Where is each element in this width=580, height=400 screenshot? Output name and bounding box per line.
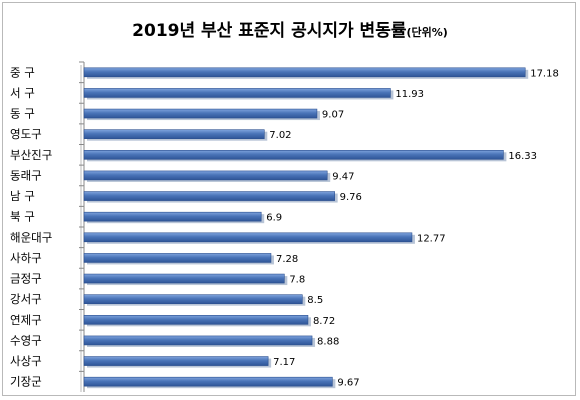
bar-series: 17.18 11.93 9.07 7.02 16.33 9.47 9.76 6.9 12.77 7… <box>83 67 559 389</box>
value-label: 9.76 <box>340 192 362 203</box>
category-label: 중 구 <box>10 65 35 79</box>
chart-title: 2019년 부산 표준지 공시지가 변동률(단위%) <box>0 16 580 41</box>
category-label: 기장군 <box>10 375 42 389</box>
category-label: 해운대구 <box>10 230 52 244</box>
value-label: 7.02 <box>269 130 291 141</box>
bar <box>83 376 333 387</box>
value-label: 6.9 <box>266 213 282 224</box>
value-label: 16.33 <box>508 151 537 162</box>
category-label: 사하구 <box>10 251 42 265</box>
bar <box>83 129 265 139</box>
bar <box>83 273 285 284</box>
category-label: 부산진구 <box>10 148 52 162</box>
category-label: 북 구 <box>10 210 35 224</box>
category-label: 동래구 <box>10 168 42 182</box>
value-label: 7.28 <box>276 254 298 265</box>
bar <box>83 253 272 263</box>
value-label: 7.17 <box>273 357 295 368</box>
chart-title-text: 2019년 부산 표준지 공시지가 변동률 <box>132 21 407 41</box>
value-label: 9.07 <box>322 110 344 121</box>
bar <box>83 315 309 325</box>
bar <box>83 356 269 366</box>
category-label: 영도구 <box>10 127 42 141</box>
category-label: 금정구 <box>10 272 42 286</box>
category-label: 강서구 <box>10 292 42 306</box>
category-label: 수영구 <box>10 333 42 347</box>
value-label: 12.77 <box>417 233 446 244</box>
category-label: 서 구 <box>10 86 35 100</box>
value-label: 11.93 <box>395 89 424 100</box>
bar <box>83 232 413 243</box>
bar <box>83 335 313 346</box>
category-label: 남 구 <box>10 189 35 203</box>
category-label: 연제구 <box>10 313 42 327</box>
bar <box>83 191 335 201</box>
value-label: 9.67 <box>337 378 359 389</box>
bar <box>83 170 328 181</box>
bar <box>83 211 262 222</box>
value-label: 7.8 <box>289 275 305 286</box>
value-label: 8.5 <box>307 295 323 306</box>
chart-unit-note: (단위%) <box>406 26 448 39</box>
bar <box>83 67 526 78</box>
bar <box>83 88 391 98</box>
bar <box>83 294 303 304</box>
bar <box>83 108 318 119</box>
value-label: 8.72 <box>313 316 335 327</box>
value-label: 17.18 <box>530 68 559 79</box>
value-label: 9.47 <box>332 171 354 182</box>
category-label: 동 구 <box>10 107 35 121</box>
bar <box>83 150 504 160</box>
value-label: 8.88 <box>317 336 339 347</box>
category-label: 사상구 <box>10 354 42 368</box>
